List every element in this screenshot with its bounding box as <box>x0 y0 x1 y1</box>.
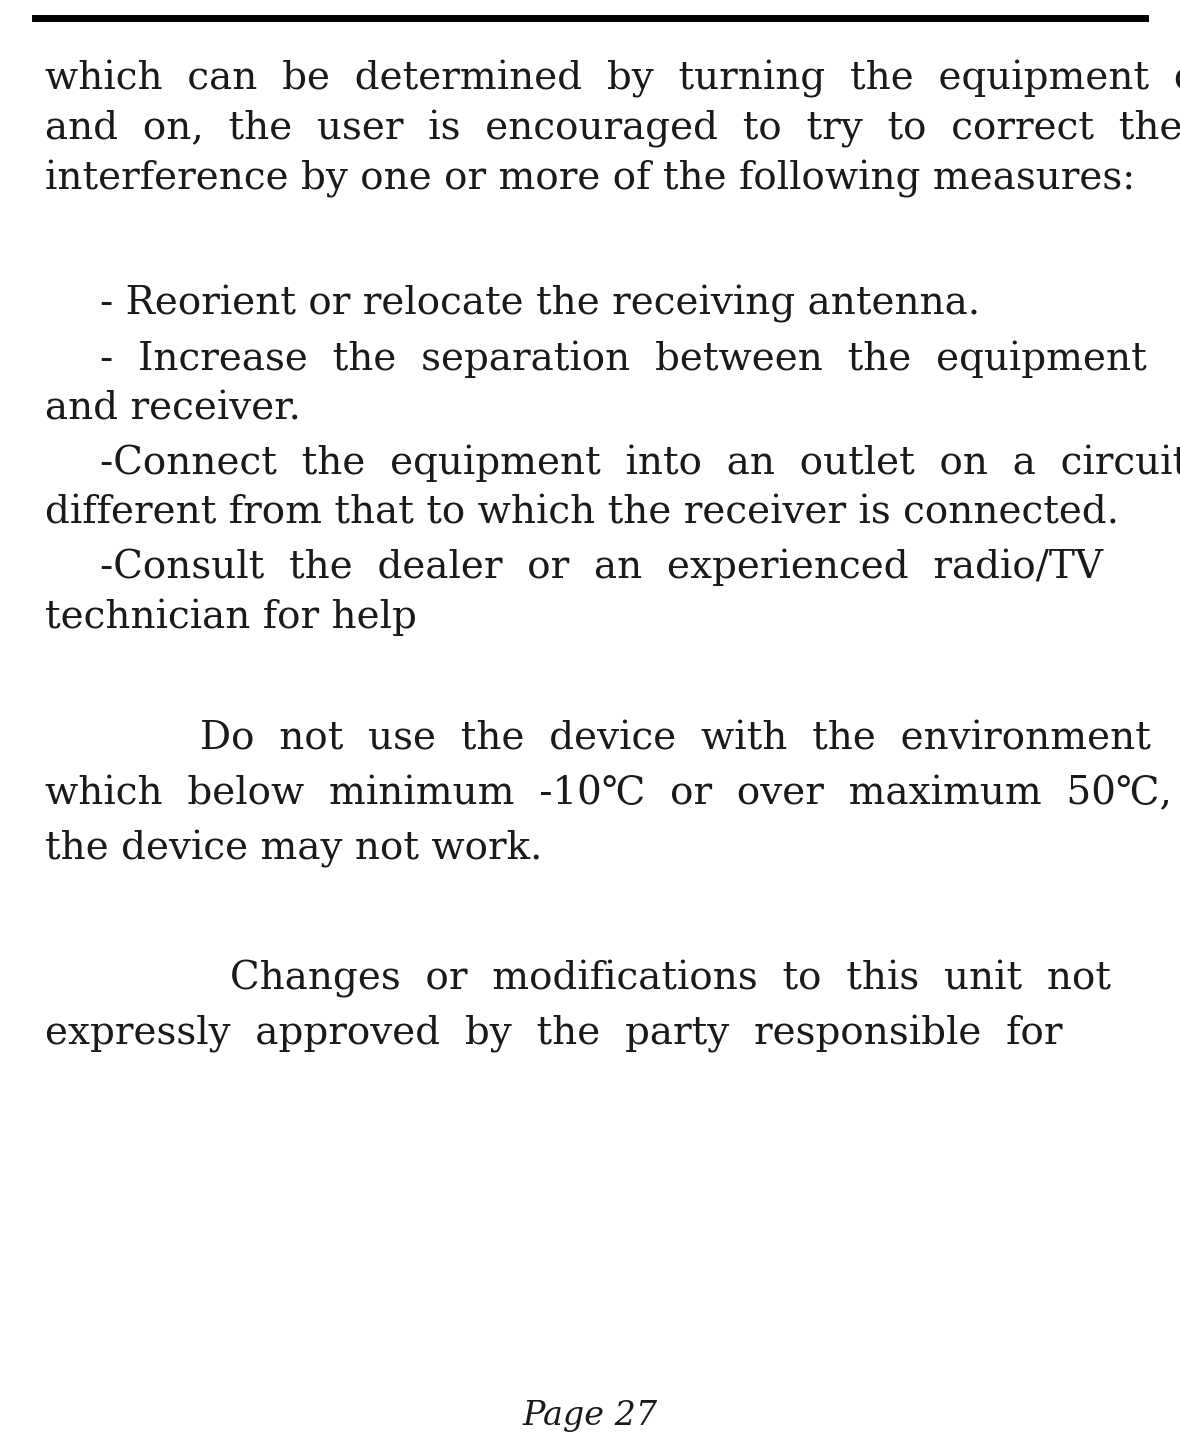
Text: technician for help: technician for help <box>45 598 417 635</box>
Text: interference by one or more of the following measures:: interference by one or more of the follo… <box>45 160 1135 198</box>
Text: and  on,  the  user  is  encouraged  to  try  to  correct  the: and on, the user is encouraged to try to… <box>45 111 1180 148</box>
Text: Changes  or  modifications  to  this  unit  not: Changes or modifications to this unit no… <box>230 960 1112 999</box>
Text: - Reorient or relocate the receiving antenna.: - Reorient or relocate the receiving ant… <box>100 285 981 323</box>
Text: -Consult  the  dealer  or  an  experienced  radio/TV: -Consult the dealer or an experienced ra… <box>100 547 1103 585</box>
Text: which  can  be  determined  by  turning  the  equipment  off: which can be determined by turning the e… <box>45 60 1180 98</box>
Text: the device may not work.: the device may not work. <box>45 831 543 868</box>
Text: expressly  approved  by  the  party  responsible  for: expressly approved by the party responsi… <box>45 1015 1062 1053</box>
Text: Do  not  use  the  device  with  the  environment: Do not use the device with the environme… <box>199 720 1150 757</box>
Text: different from that to which the receiver is connected.: different from that to which the receive… <box>45 494 1119 532</box>
Text: -Connect  the  equipment  into  an  outlet  on  a  circuit: -Connect the equipment into an outlet on… <box>100 445 1180 483</box>
Text: -  Increase  the  separation  between  the  equipment: - Increase the separation between the eq… <box>100 341 1147 378</box>
Text: which  below  minimum  -10℃  or  over  maximum  50℃,: which below minimum -10℃ or over maximum… <box>45 775 1172 812</box>
Text: and receiver.: and receiver. <box>45 389 301 427</box>
Text: Page 27: Page 27 <box>523 1400 657 1433</box>
